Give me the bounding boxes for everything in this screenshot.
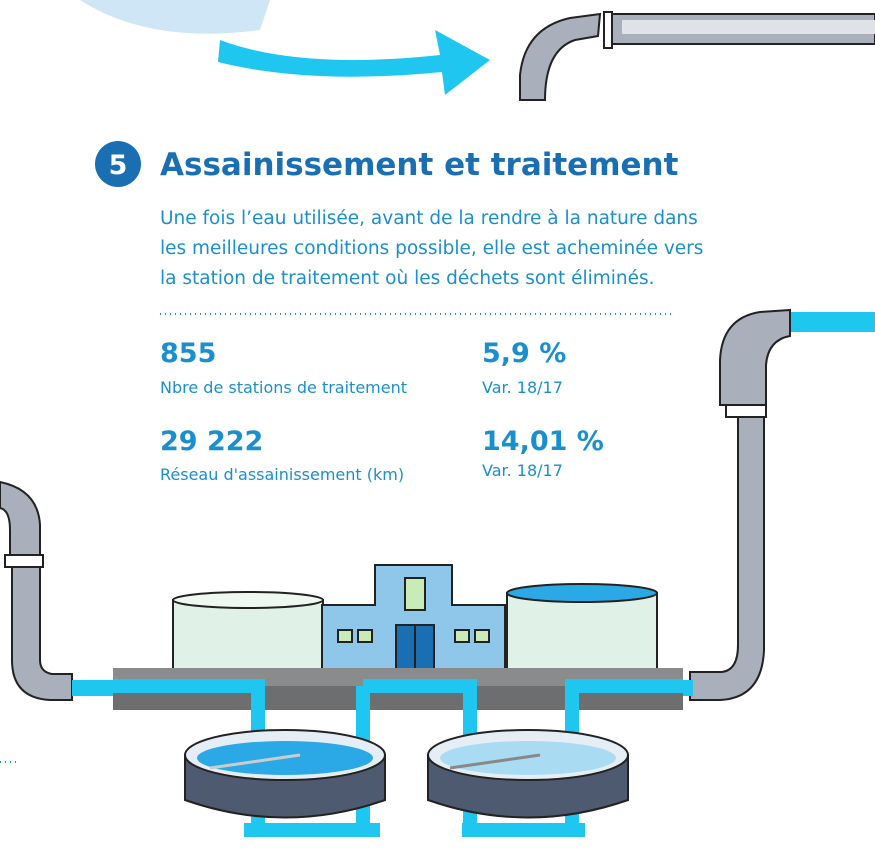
illustration: [0, 0, 875, 837]
stat-value: 5,9 %: [482, 338, 566, 369]
section-number: 5: [109, 150, 128, 181]
stat-value: 14,01 %: [482, 426, 604, 457]
stat-value: 29 222: [160, 426, 263, 457]
section-badge: [95, 141, 141, 187]
stat-label: Var. 18/17: [482, 378, 563, 397]
stat-value: 855: [160, 338, 216, 369]
paragraph-line: Une fois l’eau utilisée, avant de la ren…: [160, 208, 698, 229]
paragraph-line: la station de traitement où les déchets …: [160, 268, 655, 289]
stat-label: Nbre de stations de traitement: [160, 378, 407, 397]
stat-label: Var. 18/17: [482, 461, 563, 480]
section-title: Assainissement et traitement: [160, 147, 679, 183]
stat-label: Réseau d'assainissement (km): [160, 465, 404, 484]
paragraph-line: les meilleures conditions possible, elle…: [160, 238, 703, 259]
